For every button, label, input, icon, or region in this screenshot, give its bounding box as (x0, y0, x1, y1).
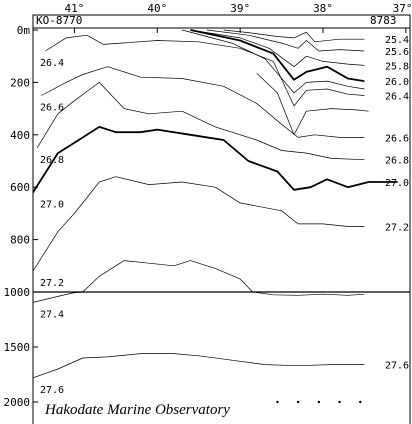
contour-label-right: 26.8 (385, 156, 409, 167)
contour-line-27-4 (32, 291, 87, 303)
contour-label-left: 27.6 (40, 385, 64, 396)
contour-label-left: 26.4 (40, 58, 64, 69)
contour-line-26-2 (182, 29, 365, 94)
contour-label-right: 26.0 (385, 77, 409, 88)
station-label-right: 8783 (370, 14, 397, 27)
contour-line-25-8 (190, 29, 365, 68)
lat-tick-label: 37°N (393, 2, 412, 15)
contour-label-left: 26.6 (40, 103, 64, 114)
depth-tick-label: 1500 (4, 341, 31, 354)
contour-label-right: 25.6 (385, 47, 409, 58)
contour-label-right: 27.6 (385, 361, 409, 372)
contour-line-27-0 (32, 126, 398, 193)
contour-line-25-6 (206, 29, 365, 52)
contour-line-27-6 (32, 353, 365, 379)
contour-label-right: 27.2 (385, 223, 409, 234)
lat-tick-label: 40° (147, 2, 167, 15)
contour-label-right: 27.0 (385, 178, 409, 189)
station-dot (359, 400, 362, 404)
contour-label-left: 27.2 (40, 278, 64, 289)
depth-tick-label: 0m (17, 24, 31, 37)
depth-tick-label: 200 (10, 76, 30, 89)
station-dots (276, 400, 362, 404)
latitude-axis: 41° 40° 39° 38° 37°N (64, 2, 412, 33)
depth-tick-label: 600 (10, 181, 30, 194)
depth-tick-label: 400 (10, 129, 30, 142)
station-label-left: KO-8770 (36, 14, 82, 27)
contour-label-left: 27.4 (40, 309, 64, 320)
contour-line-26-8 (36, 82, 365, 161)
contour-label-right: 26.6 (385, 133, 409, 144)
isopycnal-contours (32, 29, 398, 379)
contour-line-27-3 (82, 260, 365, 296)
station-dot (338, 400, 341, 404)
contour-line-26-0 (190, 29, 365, 82)
contour-line-26-4 (45, 34, 365, 107)
contour-label-right: 26.4 (385, 92, 409, 103)
station-dot (317, 400, 321, 404)
depth-tick-label: 800 (10, 234, 30, 247)
contour-label-right: 25.8 (385, 61, 409, 72)
station-dot (276, 400, 279, 404)
depth-axis: 0m 200 400 600 800 1000 1500 2000 (4, 24, 38, 409)
lat-tick-label: 39° (230, 2, 250, 15)
depth-tick-label: 1000 (4, 286, 31, 299)
contour-line-26-6 (41, 66, 365, 138)
contour-line-25-4 (223, 29, 365, 43)
contour-line-27-2 (32, 176, 365, 272)
depth-tick-label: 2000 (4, 396, 31, 409)
plot-frame (32, 14, 411, 424)
contour-labels: 25.425.6 25.8 26.0 26.4 26.4 26.6 26.6 26.8 26.8… (40, 35, 409, 396)
contour-line-26-5 (256, 72, 369, 136)
lat-tick-label: 38° (313, 2, 333, 15)
contour-label-right: 25.4 (385, 35, 409, 46)
contour-label-left: 26.8 (40, 155, 64, 166)
credit-text: Hakodate Marine Observatory (44, 402, 230, 418)
contour-label-left: 27.0 (40, 199, 64, 210)
lat-tick-label: 41° (64, 2, 84, 15)
station-dot (296, 400, 300, 404)
